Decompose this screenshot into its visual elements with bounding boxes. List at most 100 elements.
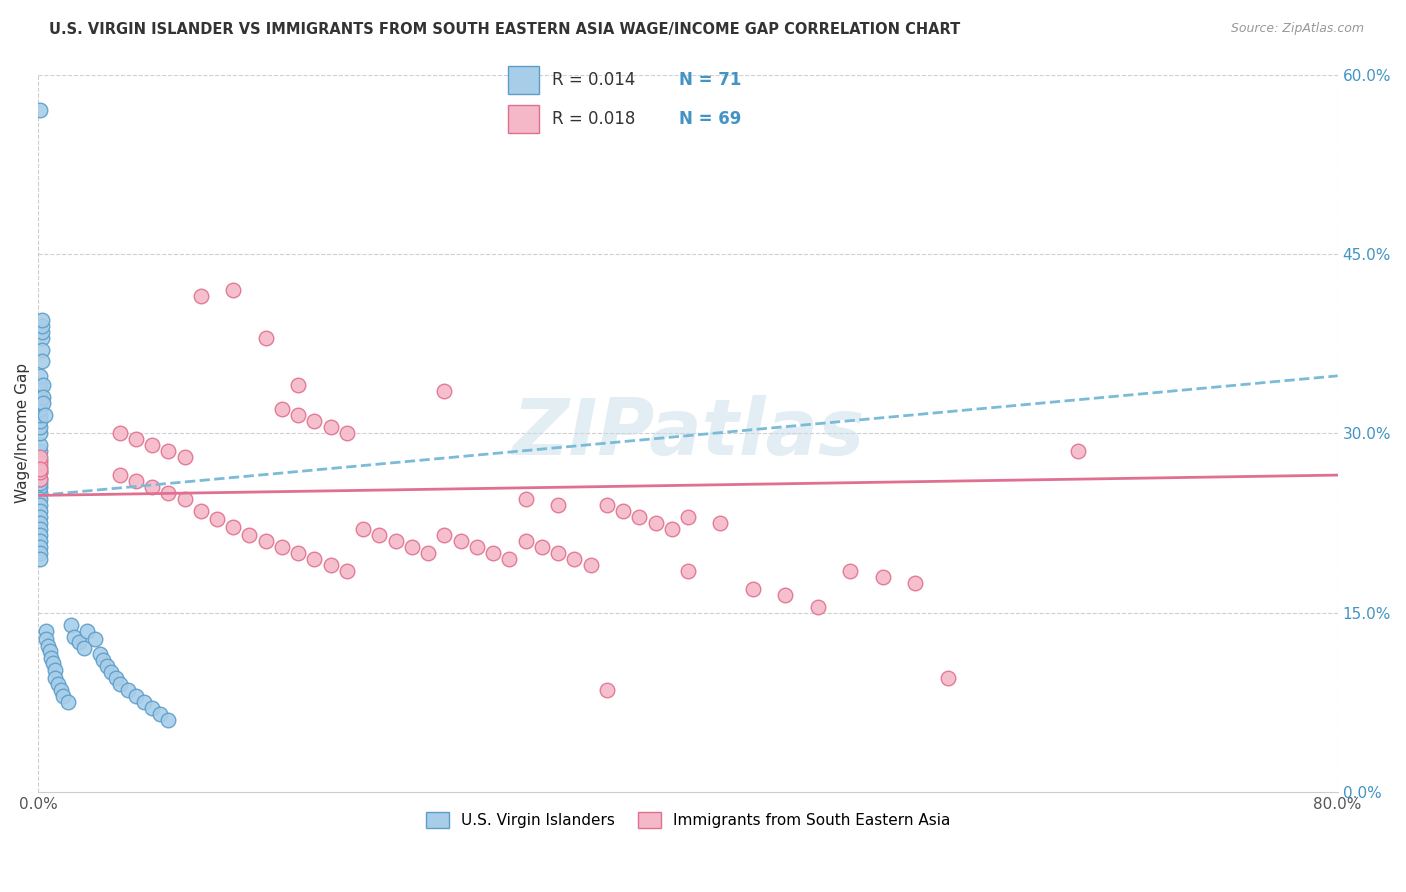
Point	[287, 378, 309, 392]
Point	[579, 558, 602, 572]
Point	[28, 384, 51, 399]
Point	[157, 486, 180, 500]
Point	[304, 414, 326, 428]
Point	[205, 512, 228, 526]
Point	[28, 516, 51, 530]
Point	[676, 510, 699, 524]
Point	[352, 522, 374, 536]
Point	[28, 472, 51, 486]
Point	[117, 683, 139, 698]
Point	[28, 459, 51, 474]
Point	[465, 540, 488, 554]
Point	[132, 695, 155, 709]
Point	[596, 498, 619, 512]
Point	[596, 683, 619, 698]
Point	[28, 551, 51, 566]
Point	[368, 528, 391, 542]
Point	[28, 409, 51, 423]
Point	[28, 476, 51, 491]
Point	[547, 498, 569, 512]
Point	[56, 695, 79, 709]
Point	[547, 546, 569, 560]
Point	[644, 516, 666, 530]
Point	[108, 426, 131, 441]
Point	[872, 570, 894, 584]
Point	[31, 325, 53, 339]
Point	[612, 504, 634, 518]
Point	[108, 468, 131, 483]
Point	[173, 491, 195, 506]
Point	[28, 456, 51, 470]
Point	[157, 444, 180, 458]
Point	[1067, 444, 1090, 458]
Point	[530, 540, 553, 554]
Point	[28, 480, 51, 494]
Point	[149, 707, 172, 722]
Point	[59, 617, 82, 632]
Point	[35, 624, 58, 638]
Text: N = 69: N = 69	[679, 110, 741, 128]
Text: U.S. VIRGIN ISLANDER VS IMMIGRANTS FROM SOUTH EASTERN ASIA WAGE/INCOME GAP CORRE: U.S. VIRGIN ISLANDER VS IMMIGRANTS FROM …	[49, 22, 960, 37]
Point	[157, 713, 180, 727]
Point	[271, 402, 294, 417]
Text: R = 0.018: R = 0.018	[551, 110, 636, 128]
Point	[31, 343, 53, 357]
Point	[304, 551, 326, 566]
Point	[100, 665, 122, 680]
Point	[96, 659, 118, 673]
Point	[42, 656, 65, 670]
Point	[31, 312, 53, 326]
Point	[141, 701, 163, 715]
Point	[222, 519, 245, 533]
Point	[287, 546, 309, 560]
Point	[52, 690, 75, 704]
Text: Source: ZipAtlas.com: Source: ZipAtlas.com	[1230, 22, 1364, 36]
Point	[319, 420, 342, 434]
Point	[84, 632, 107, 646]
Point	[336, 564, 359, 578]
Point	[28, 546, 51, 560]
Text: N = 71: N = 71	[679, 70, 741, 88]
Point	[76, 624, 98, 638]
Point	[28, 486, 51, 500]
Point	[904, 575, 927, 590]
Point	[28, 504, 51, 518]
Point	[319, 558, 342, 572]
FancyBboxPatch shape	[509, 66, 540, 94]
Point	[709, 516, 731, 530]
Point	[936, 671, 959, 685]
Point	[28, 498, 51, 512]
Point	[222, 283, 245, 297]
Text: ZIPatlas: ZIPatlas	[512, 395, 865, 471]
Point	[628, 510, 651, 524]
Point	[775, 588, 797, 602]
Point	[28, 450, 51, 465]
Point	[37, 639, 59, 653]
Point	[28, 402, 51, 417]
Point	[287, 409, 309, 423]
Point	[125, 474, 148, 488]
Point	[63, 630, 86, 644]
Point	[73, 641, 96, 656]
Point	[28, 452, 51, 467]
Point	[28, 472, 51, 486]
Point	[32, 378, 55, 392]
Point	[173, 450, 195, 465]
Point	[28, 378, 51, 392]
Point	[91, 653, 114, 667]
Point	[190, 289, 212, 303]
Point	[108, 677, 131, 691]
Point	[515, 491, 537, 506]
Point	[28, 420, 51, 434]
Legend: U.S. Virgin Islanders, Immigrants from South Eastern Asia: U.S. Virgin Islanders, Immigrants from S…	[419, 806, 956, 835]
Point	[28, 426, 51, 441]
Point	[32, 390, 55, 404]
Point	[742, 582, 765, 596]
Point	[28, 491, 51, 506]
Point	[141, 480, 163, 494]
Point	[482, 546, 505, 560]
Y-axis label: Wage/Income Gap: Wage/Income Gap	[15, 363, 30, 503]
Point	[28, 438, 51, 452]
Point	[28, 462, 51, 476]
Point	[28, 444, 51, 458]
